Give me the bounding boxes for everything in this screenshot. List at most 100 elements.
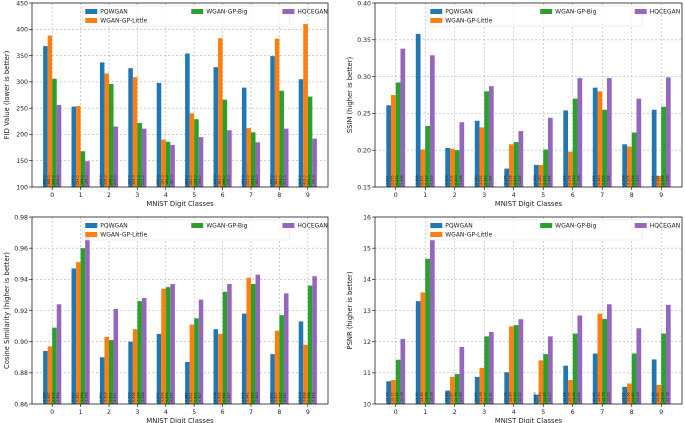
bar-hqcegan [255, 142, 261, 187]
bar-pqwgan [533, 394, 539, 404]
bar-wgan-gp-little [47, 35, 53, 187]
bar-pqwgan [592, 87, 598, 187]
bar-pqwgan [43, 351, 48, 404]
y-tick-label: 350 [16, 53, 28, 60]
bar-wgan-gp-big [513, 325, 519, 404]
x-tick-label: 2 [107, 192, 111, 199]
x-tick-label: 4 [512, 192, 516, 199]
bar-value-label: 13.20 [606, 392, 610, 402]
bar-pqwgan [474, 376, 480, 404]
bar-pqwgan [156, 82, 162, 187]
legend-box [82, 219, 290, 241]
y-axis-label: Cosine Similarity (higher is better) [3, 252, 11, 369]
bar-value-label: 354.0 [184, 175, 188, 185]
bar-value-label: 10.87 [449, 392, 453, 402]
bar-wgan-gp-big [307, 96, 313, 187]
bar-pqwgan [156, 333, 162, 404]
axis-frame [31, 2, 329, 188]
bar-wgan-gp-little [627, 383, 632, 404]
bar-value-label: 12.90 [597, 392, 601, 402]
bar-value-label: 0.887 [184, 392, 188, 402]
y-tick-label: 0.92 [14, 308, 28, 315]
bar-wgan-gp-big [194, 318, 199, 404]
bar-value-label: 10.66 [626, 392, 630, 402]
bar-wgan-gp-big [602, 109, 607, 187]
bar-wgan-gp-little [47, 346, 53, 404]
y-tick-label: 0.86 [14, 401, 28, 408]
bar-value-label: 296.0 [108, 175, 112, 185]
bar-hqcegan [198, 299, 204, 404]
bar-wgan-gp-little [218, 333, 223, 404]
x-tick-label: 6 [221, 409, 225, 416]
x-tick-label: 5 [192, 192, 196, 199]
bar-wgan-gp-big [222, 291, 228, 404]
bar-value-label: 10.77 [567, 392, 571, 402]
bar-value-label: 215.0 [113, 175, 117, 185]
bar-pqwgan [504, 372, 510, 404]
bar-value-label: 253.0 [71, 175, 75, 185]
bar-hqcegan [606, 304, 612, 404]
bar-wgan-gp-big [572, 98, 578, 187]
bar-pqwgan [386, 105, 392, 187]
y-tick-label: 0.94 [14, 277, 28, 284]
bar-wgan-gp-little [303, 24, 308, 188]
legend-swatch [430, 232, 443, 237]
bar-value-label: 14.66 [425, 392, 429, 402]
bar-pqwgan [622, 386, 628, 404]
bar-value-label: 298.0 [156, 175, 160, 185]
x-tick-label: 0 [50, 192, 54, 199]
legend-swatch [191, 223, 204, 228]
bar-value-label: 410.0 [303, 175, 307, 185]
legend-swatch [191, 9, 204, 14]
chart-panel-top-left: 100 150 200 250 300 350 400 450 0 1 2 3 4 5 6 7 8 9 368.0 2… [3, 0, 329, 208]
bar-value-label: 326.0 [128, 175, 132, 185]
bar-value-label: 0.329 [429, 175, 433, 185]
bar-hqcegan [547, 117, 553, 187]
bar-value-label: 12.17 [484, 392, 488, 402]
bar-wgan-gp-big [109, 83, 114, 187]
bar-wgan-gp-big [80, 248, 86, 404]
legend-swatch [540, 223, 553, 228]
bar-wgan-gp-little [627, 146, 632, 187]
bar-pqwgan [415, 301, 421, 404]
bar-value-label: 0.238 [459, 175, 463, 185]
legend-swatch [85, 232, 98, 237]
y-tick-label: 400 [16, 27, 28, 34]
bar-value-label: 0.211 [513, 175, 517, 185]
bar-wgan-gp-little [538, 360, 544, 404]
y-tick-label: 15 [363, 245, 371, 252]
bar-wgan-gp-little [509, 144, 514, 187]
bar-wgan-gp-little [479, 367, 485, 404]
y-tick-label: 300 [16, 79, 28, 86]
bar-value-label: 0.275 [390, 175, 394, 185]
bar-wgan-gp-big [109, 340, 114, 404]
legend-swatch [634, 223, 647, 228]
x-tick-label: 9 [306, 409, 310, 416]
bar-wgan-gp-little [538, 164, 544, 187]
bar-wgan-gp-little [76, 262, 81, 404]
y-tick-label: 450 [16, 0, 28, 7]
y-tick-label: 10 [363, 401, 371, 408]
bar-wgan-gp-big [425, 258, 430, 404]
bar-value-label: 0.935 [165, 392, 169, 402]
bar-value-label: 0.931 [283, 392, 287, 402]
bar-value-label: 0.244 [547, 175, 551, 185]
bar-hqcegan [488, 86, 494, 187]
legend-entry: WGAN-GP-Big [555, 223, 596, 230]
bar-pqwgan [386, 381, 392, 404]
y-axis-label: SSIM (higher is better) [346, 56, 354, 133]
x-tick-label: 1 [79, 192, 83, 199]
bar-hqcegan [400, 338, 406, 404]
bar-value-label: 306.0 [51, 175, 55, 185]
legend-entry: WGAN-GP-Little [445, 18, 492, 25]
y-tick-label: 0.96 [14, 245, 28, 252]
bar-value-label: 0.205 [626, 175, 630, 185]
bar-pqwgan [533, 164, 539, 187]
legend-entry: PQWGAN [445, 9, 473, 16]
bar-value-label: 0.937 [170, 392, 174, 402]
bar-value-label: 11.62 [592, 392, 596, 402]
bar-hqcegan [665, 77, 671, 187]
bar-wgan-gp-big [395, 82, 401, 187]
bar-pqwgan [71, 106, 77, 187]
